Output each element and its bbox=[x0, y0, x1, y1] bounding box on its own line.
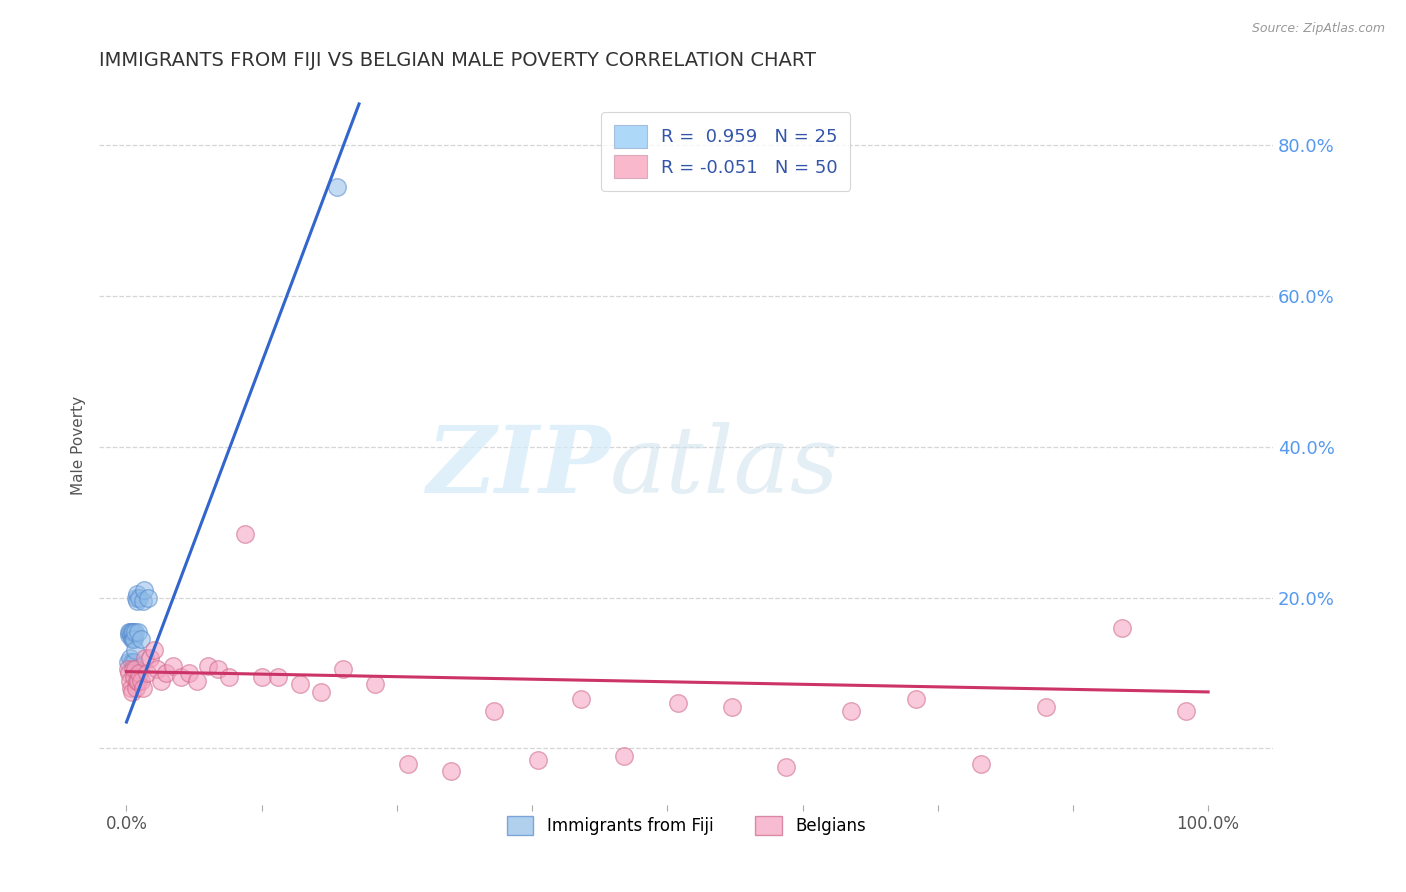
Point bbox=[121, 685, 143, 699]
Point bbox=[128, 591, 150, 605]
Point bbox=[117, 655, 139, 669]
Point bbox=[150, 673, 173, 688]
Point bbox=[127, 594, 149, 608]
Point bbox=[134, 651, 156, 665]
Point bbox=[124, 662, 146, 676]
Text: Source: ZipAtlas.com: Source: ZipAtlas.com bbox=[1251, 22, 1385, 36]
Point bbox=[1035, 700, 1057, 714]
Point bbox=[613, 749, 636, 764]
Point bbox=[309, 685, 332, 699]
Point bbox=[124, 643, 146, 657]
Point bbox=[326, 180, 349, 194]
Text: IMMIGRANTS FROM FIJI VS BELGIAN MALE POVERTY CORRELATION CHART: IMMIGRANTS FROM FIJI VS BELGIAN MALE POV… bbox=[100, 51, 817, 70]
Point bbox=[129, 632, 152, 647]
Point bbox=[125, 681, 148, 695]
Point bbox=[117, 666, 139, 681]
Point bbox=[267, 670, 290, 684]
Text: atlas: atlas bbox=[610, 422, 839, 512]
Point bbox=[122, 632, 145, 647]
Point bbox=[127, 587, 149, 601]
Point bbox=[122, 632, 145, 647]
Point bbox=[120, 628, 142, 642]
Point bbox=[124, 624, 146, 639]
Point bbox=[132, 583, 155, 598]
Point bbox=[526, 753, 548, 767]
Point bbox=[139, 651, 162, 665]
Point bbox=[179, 666, 201, 681]
Point bbox=[118, 673, 141, 688]
Point bbox=[288, 677, 311, 691]
Point bbox=[162, 658, 184, 673]
Point bbox=[142, 643, 165, 657]
Point bbox=[569, 692, 592, 706]
Point bbox=[169, 670, 191, 684]
Point bbox=[128, 666, 150, 681]
Point bbox=[1175, 704, 1198, 718]
Text: ZIP: ZIP bbox=[426, 422, 610, 512]
Point bbox=[121, 655, 143, 669]
Point bbox=[145, 662, 167, 676]
Point bbox=[721, 700, 744, 714]
Point bbox=[484, 704, 506, 718]
Point bbox=[155, 666, 177, 681]
Point bbox=[218, 670, 240, 684]
Point bbox=[121, 624, 143, 639]
Point bbox=[839, 704, 862, 718]
Point bbox=[117, 662, 139, 676]
Point bbox=[1111, 621, 1133, 635]
Point bbox=[122, 662, 145, 676]
Point bbox=[250, 670, 273, 684]
Point bbox=[186, 673, 208, 688]
Point bbox=[122, 655, 145, 669]
Point bbox=[118, 651, 141, 665]
Point bbox=[127, 673, 149, 688]
Point bbox=[117, 624, 139, 639]
Point bbox=[127, 624, 149, 639]
Point bbox=[970, 756, 993, 771]
Point bbox=[125, 591, 148, 605]
Point bbox=[121, 632, 143, 647]
Point bbox=[131, 594, 153, 608]
Point bbox=[440, 764, 463, 778]
Point bbox=[129, 673, 152, 688]
Point bbox=[127, 673, 149, 688]
Point bbox=[136, 591, 159, 605]
Point bbox=[207, 662, 229, 676]
Point bbox=[197, 658, 219, 673]
Point bbox=[122, 624, 145, 639]
Point bbox=[117, 628, 139, 642]
Point bbox=[775, 760, 797, 774]
Legend: Immigrants from Fiji, Belgians: Immigrants from Fiji, Belgians bbox=[498, 808, 875, 844]
Point bbox=[136, 666, 159, 681]
Point bbox=[235, 526, 257, 541]
Y-axis label: Male Poverty: Male Poverty bbox=[72, 395, 86, 495]
Point bbox=[120, 681, 142, 695]
Point bbox=[118, 624, 141, 639]
Point bbox=[131, 681, 153, 695]
Point bbox=[332, 662, 354, 676]
Point bbox=[905, 692, 928, 706]
Point bbox=[396, 756, 419, 771]
Point bbox=[666, 696, 689, 710]
Point bbox=[364, 677, 387, 691]
Point bbox=[122, 670, 145, 684]
